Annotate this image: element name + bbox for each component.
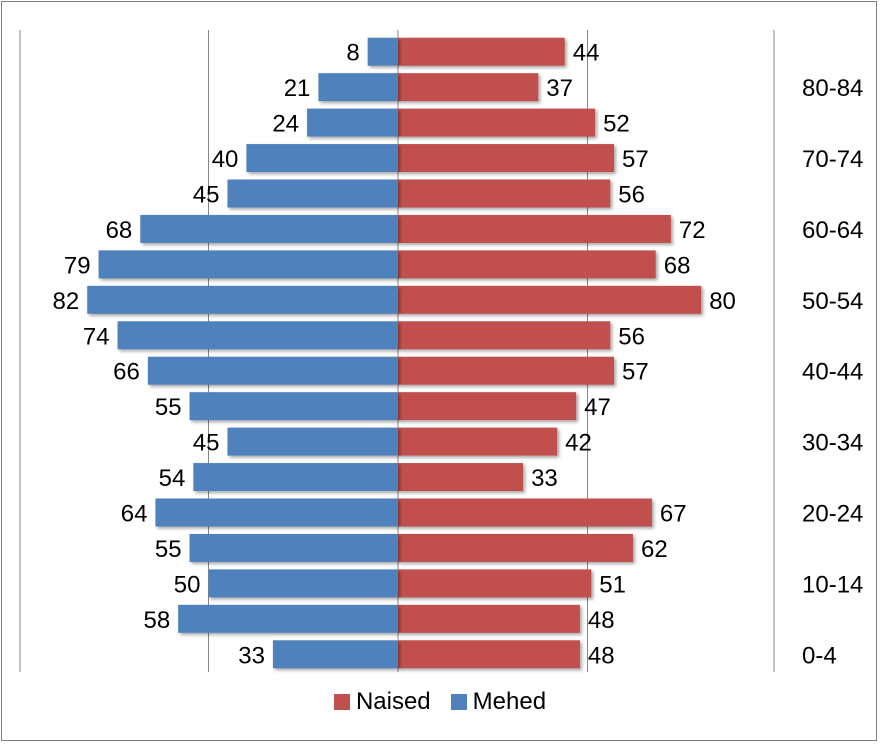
bar-naised	[398, 73, 539, 102]
data-label-mehed: 33	[238, 642, 265, 669]
category-tick-label: 60-64	[802, 217, 863, 244]
data-label-naised: 62	[641, 536, 668, 563]
bar-naised	[398, 108, 596, 137]
data-label-mehed: 66	[113, 359, 140, 386]
data-label-naised: 56	[618, 182, 645, 209]
bar-mehed	[367, 37, 398, 66]
data-label-naised: 72	[679, 217, 706, 244]
bar-naised	[398, 533, 633, 562]
bar-mehed	[318, 73, 398, 102]
bar-naised	[398, 144, 615, 173]
bar-naised	[398, 392, 577, 421]
bar-naised	[398, 37, 565, 66]
bar-naised	[398, 604, 580, 633]
data-label-mehed: 21	[284, 75, 311, 102]
data-label-naised: 68	[664, 252, 691, 279]
data-label-naised: 47	[584, 394, 611, 421]
data-label-mehed: 24	[272, 111, 299, 138]
bar-mehed	[98, 250, 398, 279]
bar-mehed	[193, 463, 398, 492]
data-label-mehed: 82	[53, 288, 80, 315]
data-label-naised: 42	[565, 430, 592, 457]
data-label-naised: 48	[588, 642, 615, 669]
category-tick-label: 80-84	[802, 75, 863, 102]
legend-label-naised: Naised	[355, 688, 431, 715]
data-label-mehed: 58	[143, 607, 170, 634]
data-label-mehed: 40	[212, 146, 239, 173]
bar-mehed	[272, 640, 398, 669]
data-label-mehed: 74	[83, 323, 110, 350]
bar-naised	[398, 427, 558, 456]
data-label-naised: 57	[622, 359, 649, 386]
legend-item-naised: Naised	[333, 688, 431, 716]
bar-naised	[398, 498, 652, 527]
bar-mehed	[307, 108, 398, 137]
bar-mehed	[87, 285, 398, 314]
legend: Naised Mehed	[0, 688, 880, 716]
data-label-mehed: 55	[155, 536, 182, 563]
data-label-naised: 67	[660, 501, 687, 528]
data-label-naised: 57	[622, 146, 649, 173]
data-label-mehed: 79	[64, 252, 91, 279]
bar-mehed	[227, 179, 398, 208]
legend-swatch-mehed	[450, 694, 467, 710]
category-tick-label: 10-14	[802, 571, 863, 598]
bar-naised	[398, 463, 524, 492]
bar-mehed	[189, 533, 398, 562]
data-label-naised: 52	[603, 111, 630, 138]
data-label-naised: 37	[546, 75, 573, 102]
bar-mehed	[147, 356, 398, 385]
bar-naised	[398, 356, 615, 385]
legend-swatch-naised	[333, 694, 350, 710]
data-label-naised: 33	[531, 465, 558, 492]
bar-naised	[398, 569, 592, 598]
category-tick-label: 30-34	[802, 430, 863, 457]
legend-item-mehed: Mehed	[450, 688, 547, 716]
data-label-mehed: 45	[193, 182, 220, 209]
category-tick-label: 40-44	[802, 359, 863, 386]
bar-naised	[398, 214, 671, 243]
category-tick-label: 20-24	[802, 501, 863, 528]
data-label-mehed: 55	[155, 394, 182, 421]
data-label-mehed: 50	[174, 571, 201, 598]
data-label-naised: 51	[599, 571, 626, 598]
legend-label-mehed: Mehed	[472, 688, 547, 715]
data-label-naised: 48	[588, 607, 615, 634]
bar-naised	[398, 321, 611, 350]
data-label-mehed: 64	[121, 501, 148, 528]
data-label-mehed: 54	[159, 465, 186, 492]
bar-mehed	[155, 498, 398, 527]
bar-mehed	[208, 569, 398, 598]
bar-naised	[398, 640, 580, 669]
data-label-naised: 44	[573, 40, 600, 67]
bar-mehed	[140, 214, 398, 243]
category-tick-label: 50-54	[802, 288, 863, 315]
bar-mehed	[178, 604, 398, 633]
bar-mehed	[189, 392, 398, 421]
data-label-naised: 56	[618, 323, 645, 350]
bar-mehed	[246, 144, 398, 173]
data-label-mehed: 8	[346, 40, 359, 67]
category-tick-label: 0-4	[802, 642, 837, 669]
data-label-mehed: 68	[106, 217, 133, 244]
bar-naised	[398, 285, 702, 314]
bar-naised	[398, 250, 656, 279]
bar-naised	[398, 179, 611, 208]
bar-mehed	[117, 321, 398, 350]
data-label-mehed: 45	[193, 430, 220, 457]
data-label-naised: 80	[709, 288, 736, 315]
bar-mehed	[227, 427, 398, 456]
category-tick-label: 70-74	[802, 146, 863, 173]
